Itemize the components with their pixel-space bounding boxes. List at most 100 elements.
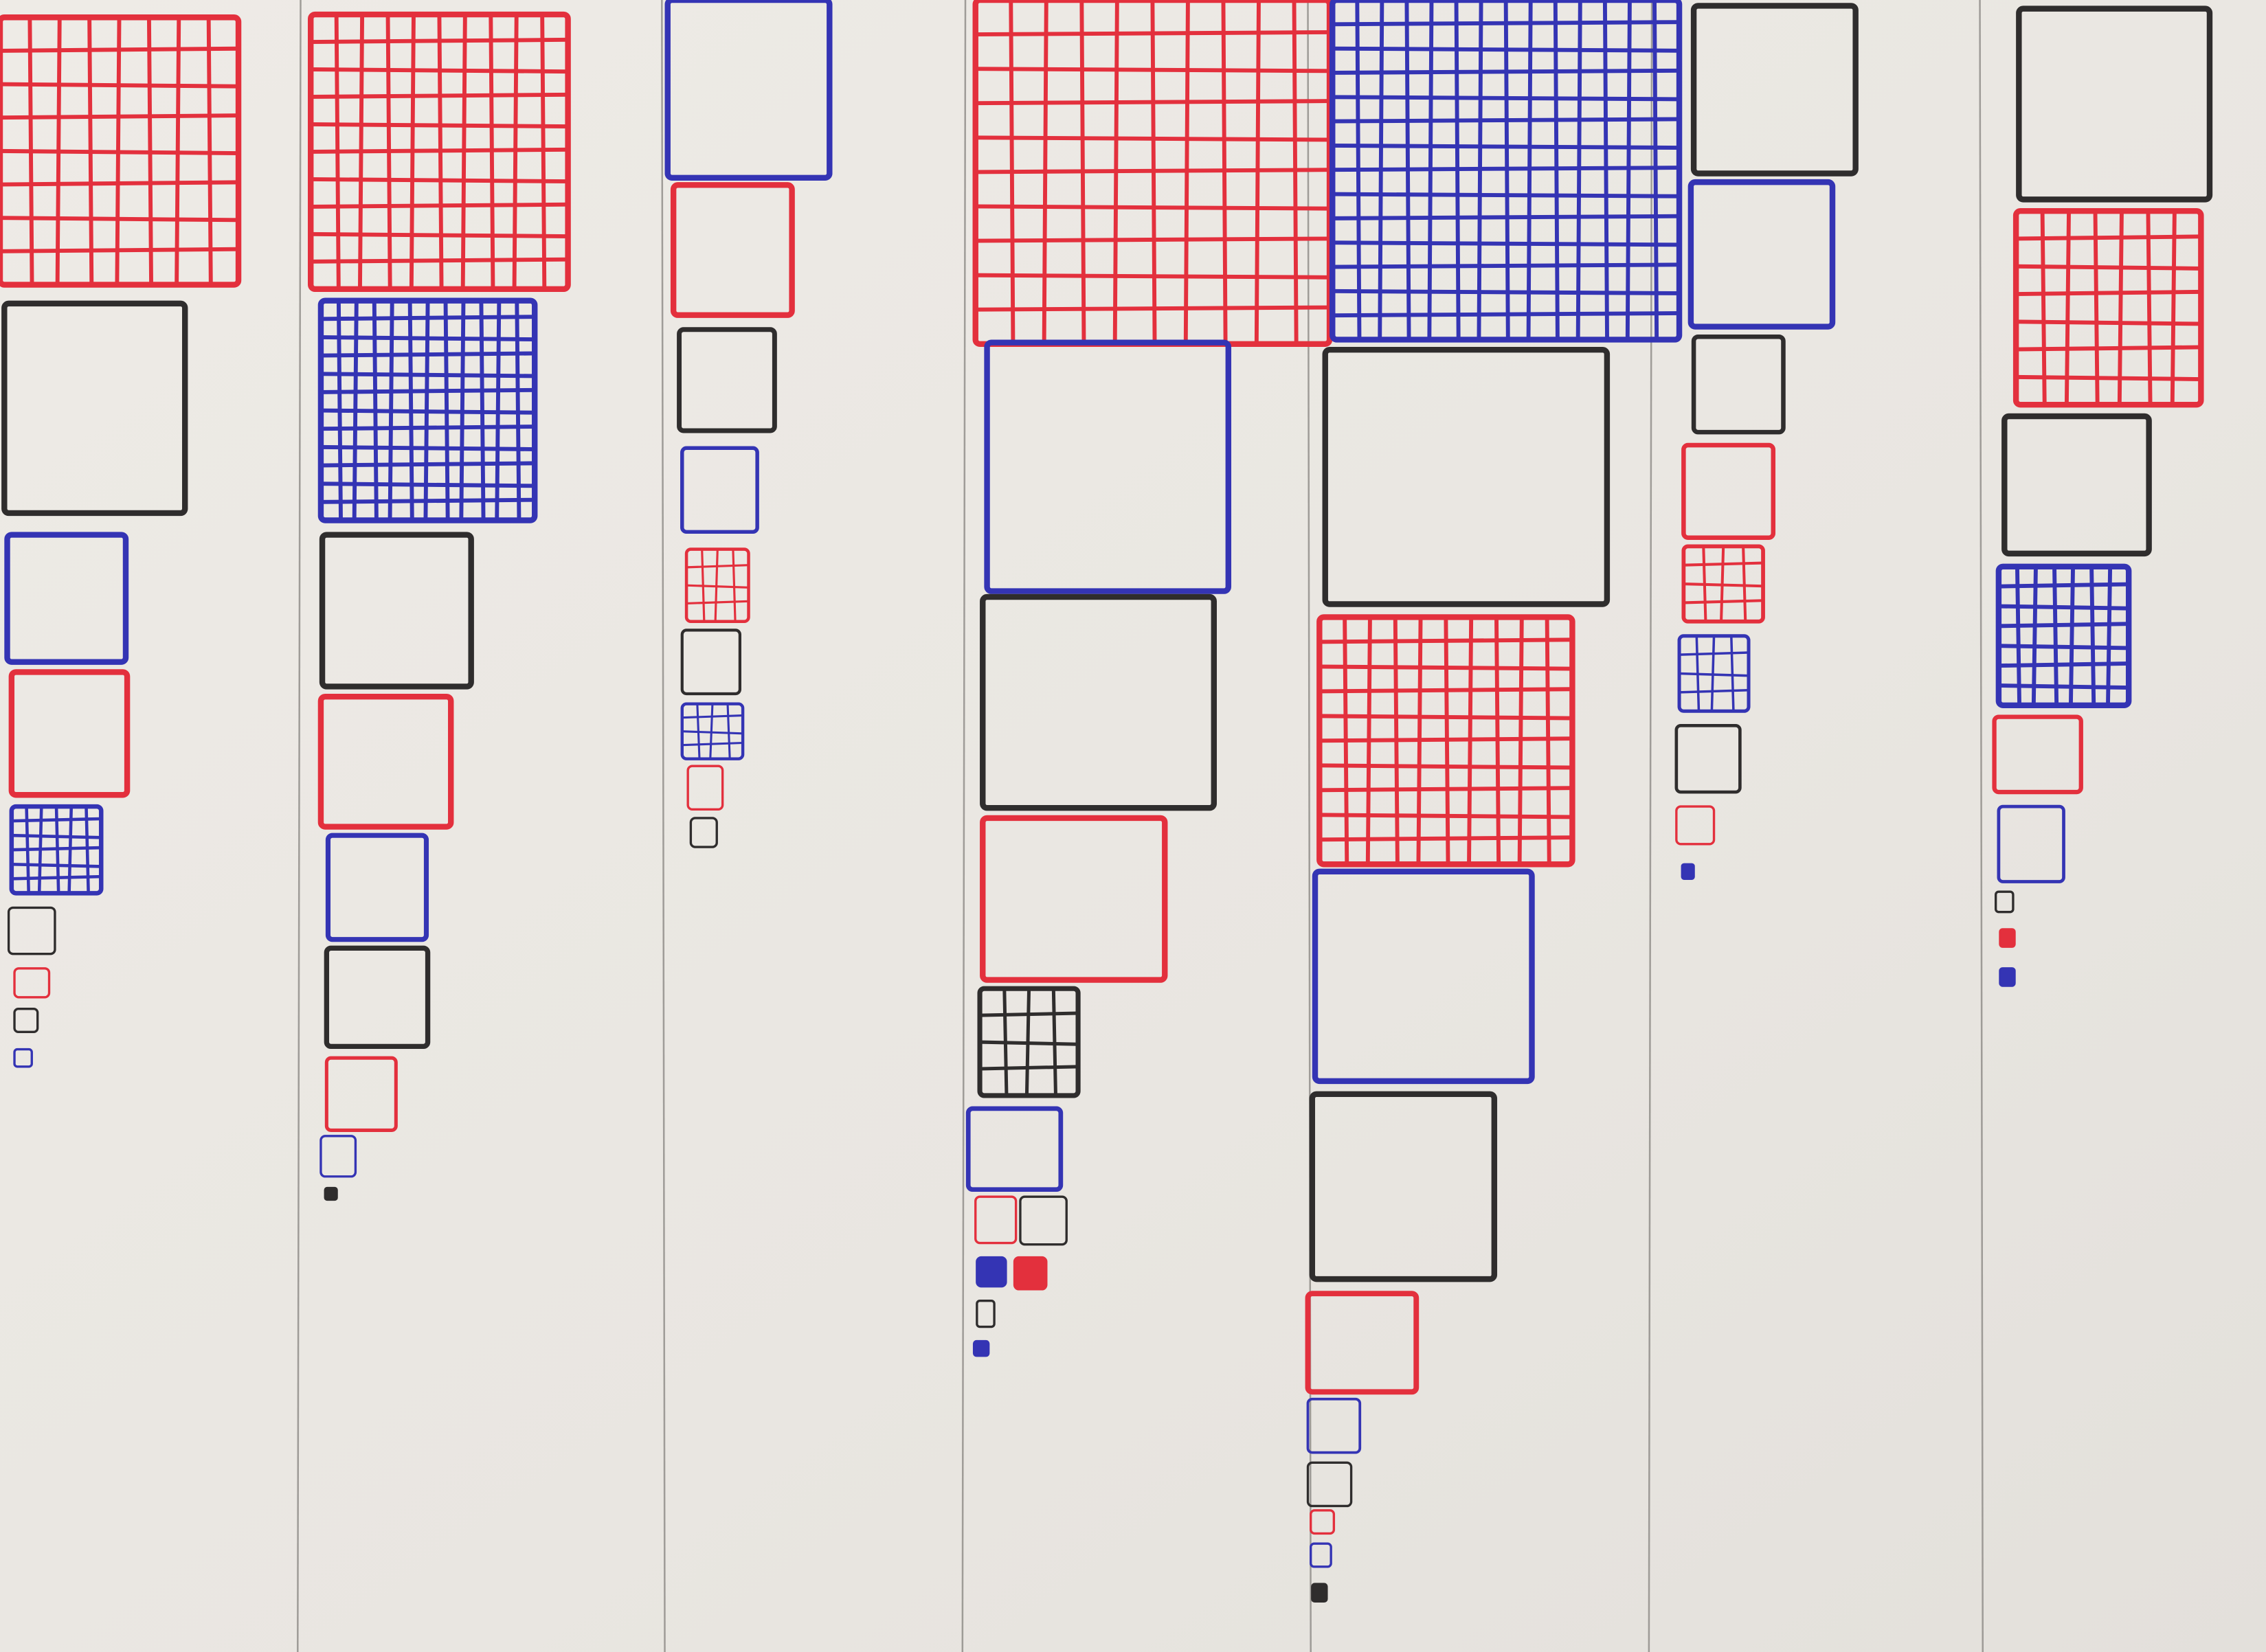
grid-stroke: [1996, 604, 2131, 611]
grid-square: [1677, 634, 1751, 713]
grid-stroke: [1730, 635, 1735, 712]
grid-stroke: [1602, 0, 1609, 342]
pencil-divider: [661, 0, 666, 1652]
grid-stroke: [1467, 615, 1474, 867]
outline-square: [984, 339, 1232, 594]
outline-square: [974, 1195, 1018, 1245]
outline-square: [1310, 1509, 1336, 1535]
outline-square: [1312, 868, 1535, 1085]
grid-stroke: [1183, 0, 1190, 346]
grid-stroke: [1330, 288, 1681, 295]
outline-square: [1997, 804, 2065, 883]
pencil-divider: [1979, 0, 1984, 1652]
grid-stroke: [318, 497, 537, 504]
outline-square: [13, 967, 51, 999]
outline-square: [980, 815, 1168, 983]
filled-square: [324, 1186, 338, 1201]
grid-stroke: [175, 15, 181, 287]
grid-stroke: [681, 730, 744, 735]
grid-stroke: [973, 204, 1332, 211]
grid-stroke: [978, 1065, 1080, 1071]
grid-stroke: [2106, 564, 2113, 708]
grid-stroke: [2014, 264, 2203, 271]
outline-square: [680, 446, 759, 534]
grid-stroke: [515, 298, 521, 523]
grid-stroke: [206, 15, 213, 287]
outline-square: [980, 593, 1217, 811]
outline-square: [1019, 1195, 1068, 1246]
outline-square: [13, 1048, 33, 1068]
filled-square: [1681, 863, 1695, 880]
grid-square: [0, 14, 242, 288]
grid-stroke: [1996, 582, 2131, 589]
grid-stroke: [459, 298, 466, 523]
grid-square: [680, 702, 745, 760]
grid-stroke: [0, 216, 240, 223]
grid-stroke: [978, 1040, 1080, 1046]
grid-stroke: [1996, 622, 2131, 629]
grid-stroke: [10, 874, 103, 881]
grid-stroke: [2040, 209, 2047, 407]
outline-square: [1, 300, 188, 517]
grid-stroke: [318, 482, 537, 488]
grid-stroke: [1678, 672, 1750, 677]
grid-stroke: [1517, 615, 1524, 867]
outline-square: [670, 182, 795, 318]
grid-stroke: [443, 298, 450, 523]
grid-stroke: [1526, 0, 1533, 342]
outline-square: [325, 833, 429, 942]
grid-stroke: [1317, 813, 1575, 819]
grid-stroke: [1330, 240, 1681, 247]
grid-stroke: [146, 15, 154, 287]
grid-stroke: [309, 177, 570, 184]
grid-stroke: [2089, 564, 2096, 708]
grid-stroke: [1625, 0, 1632, 342]
grid-stroke: [1330, 262, 1681, 269]
grid-stroke: [512, 12, 519, 291]
grid-stroke: [318, 444, 537, 451]
outline-square: [324, 945, 431, 1050]
grid-stroke: [1317, 786, 1575, 793]
grid-stroke: [1996, 683, 2131, 690]
filled-square: [1311, 1583, 1328, 1603]
outline-square: [1306, 1461, 1353, 1508]
grid-square: [2012, 207, 2204, 408]
grid-stroke: [1221, 0, 1228, 346]
outline-square: [1309, 1091, 1498, 1282]
grid-stroke: [1317, 736, 1575, 743]
grid-stroke: [2015, 564, 2022, 708]
outline-square: [1690, 3, 1859, 177]
grid-stroke: [85, 804, 90, 895]
grid-stroke: [2014, 289, 2203, 296]
grid-stroke: [1330, 192, 1681, 199]
grid-stroke: [1254, 0, 1261, 346]
outline-square: [319, 532, 474, 690]
filled-square: [972, 1339, 990, 1357]
grid-stroke: [685, 584, 750, 589]
grid-stroke: [1652, 0, 1659, 342]
outline-square: [1681, 442, 1776, 540]
grid-stroke: [2031, 564, 2038, 708]
grid-stroke: [309, 231, 570, 238]
outline-square: [1322, 346, 1611, 607]
outline-square: [7, 906, 56, 955]
grid-stroke: [2117, 209, 2124, 407]
grid-stroke: [2068, 564, 2076, 708]
filled-square: [1013, 1256, 1048, 1291]
grid-square: [317, 297, 538, 523]
grid-stroke: [2093, 209, 2100, 407]
grid-stroke: [1682, 582, 1765, 588]
grid-stroke: [973, 273, 1332, 280]
outline-square: [686, 765, 724, 811]
grid-stroke: [309, 202, 570, 209]
grid-stroke: [973, 305, 1332, 312]
outline-square: [680, 629, 742, 696]
grid-stroke: [2064, 209, 2071, 407]
grid-stroke: [1553, 0, 1560, 342]
grid-stroke: [1742, 545, 1747, 623]
grid-square: [977, 986, 1081, 1098]
grid-stroke: [681, 741, 744, 747]
grid-stroke: [1292, 0, 1299, 346]
